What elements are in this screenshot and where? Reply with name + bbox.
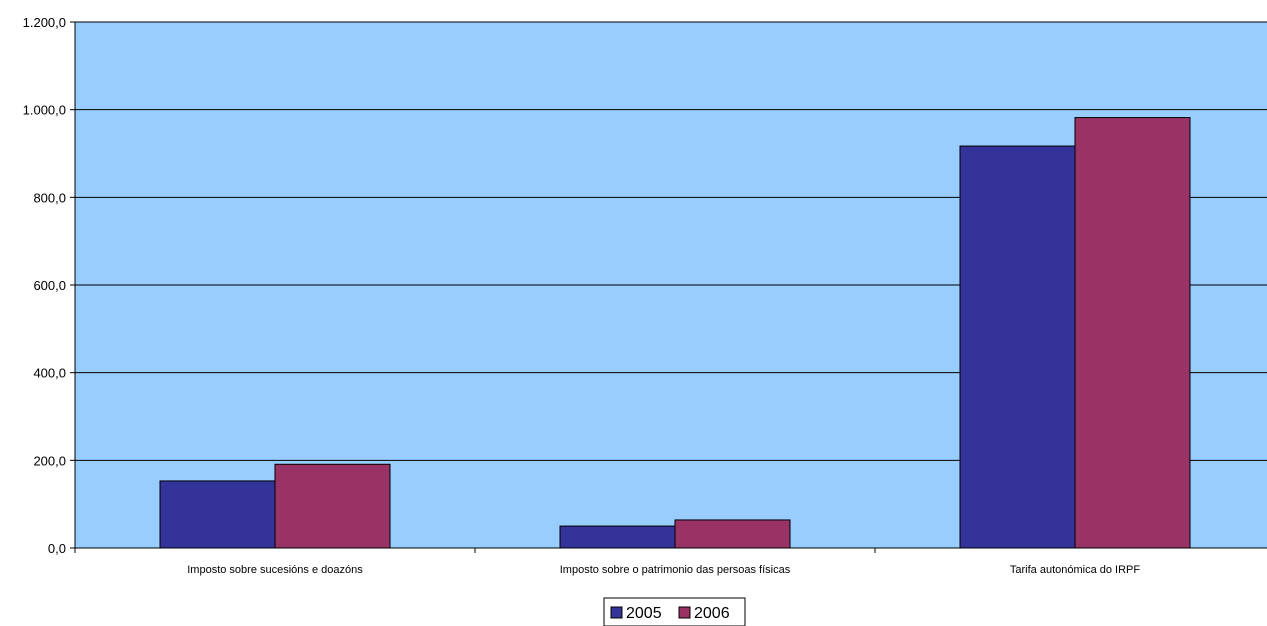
bar-2006-1: [674, 519, 791, 549]
legend: 2005 2006: [603, 597, 746, 626]
legend-box: [603, 597, 746, 626]
bar-2005-2: [959, 145, 1076, 549]
gridlines: [75, 21, 1267, 461]
x-category-label: Imposto sobre sucesións e doazóns: [187, 564, 363, 576]
y-tick-label: 0,0: [48, 541, 66, 556]
legend-label-2006: 2006: [694, 605, 730, 622]
x-category-label: Imposto sobre o patrimonio das persoas f…: [560, 564, 791, 576]
x-axis-categories: Imposto sobre sucesións e doazóns Imposto…: [187, 564, 1140, 576]
axes: [70, 21, 1267, 553]
x-category-label: Tarifa autonómica do IRPF: [1010, 564, 1141, 576]
bar-2005-0: [159, 480, 276, 549]
bars: [159, 117, 1191, 549]
y-tick-label: 800,0: [33, 190, 66, 205]
y-tick-label: 1.200,0: [23, 15, 66, 30]
y-axis-ticks: 0,0 200,0 400,0 600,0 800,0 1.000,0 1.200,0: [23, 15, 66, 556]
legend-swatch-2005: [610, 606, 623, 619]
bar-2005-1: [559, 525, 676, 549]
y-tick-label: 1.000,0: [23, 103, 66, 118]
y-tick-label: 400,0: [33, 366, 66, 381]
legend-label-2005: 2005: [626, 605, 662, 622]
bar-2006-2: [1074, 117, 1191, 549]
y-tick-label: 600,0: [33, 278, 66, 293]
y-tick-label: 200,0: [33, 453, 66, 468]
bar-2006-0: [274, 463, 391, 549]
legend-swatch-2006: [678, 606, 691, 619]
